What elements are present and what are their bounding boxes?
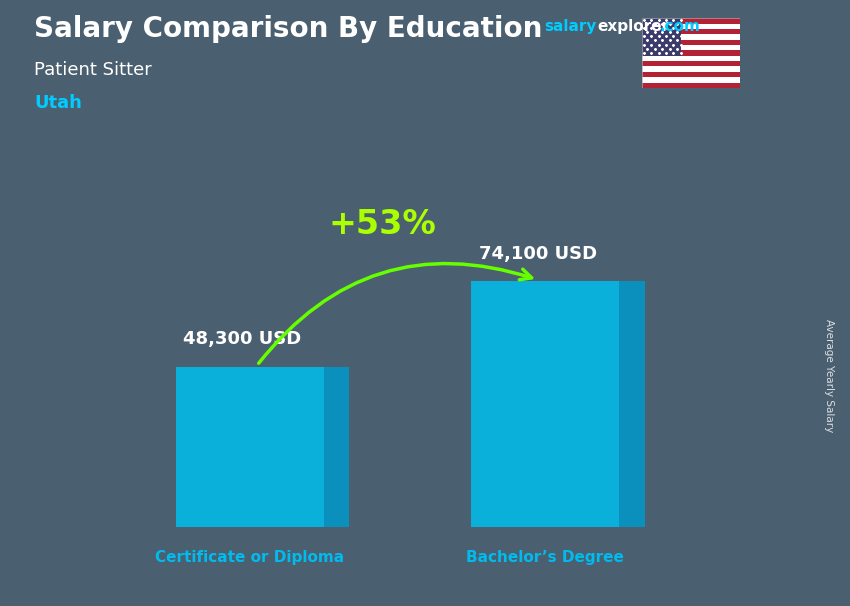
- Bar: [642, 18, 681, 56]
- Text: 74,100 USD: 74,100 USD: [479, 244, 597, 262]
- Bar: [642, 56, 740, 61]
- Bar: [642, 29, 740, 35]
- Text: Bachelor’s Degree: Bachelor’s Degree: [467, 550, 624, 565]
- Text: 48,300 USD: 48,300 USD: [183, 330, 301, 348]
- Bar: [642, 50, 740, 56]
- Text: Utah: Utah: [34, 94, 82, 112]
- Polygon shape: [324, 367, 349, 527]
- Text: salary: salary: [544, 19, 597, 35]
- Bar: [642, 61, 740, 67]
- Bar: [642, 45, 740, 50]
- Bar: [472, 281, 620, 527]
- Bar: [642, 72, 740, 77]
- Polygon shape: [620, 281, 645, 527]
- Bar: [642, 67, 740, 72]
- Bar: [642, 77, 740, 82]
- Bar: [642, 39, 740, 45]
- Text: Certificate or Diploma: Certificate or Diploma: [155, 550, 344, 565]
- Text: Patient Sitter: Patient Sitter: [34, 61, 152, 79]
- Bar: [642, 24, 740, 29]
- Bar: [642, 18, 740, 24]
- Text: Average Yearly Salary: Average Yearly Salary: [824, 319, 834, 432]
- Bar: [642, 82, 740, 88]
- Text: explorer: explorer: [598, 19, 670, 35]
- Bar: [642, 35, 740, 39]
- Text: Salary Comparison By Education: Salary Comparison By Education: [34, 15, 542, 43]
- Bar: [176, 367, 324, 527]
- Text: .com: .com: [660, 19, 700, 35]
- Text: +53%: +53%: [329, 208, 437, 241]
